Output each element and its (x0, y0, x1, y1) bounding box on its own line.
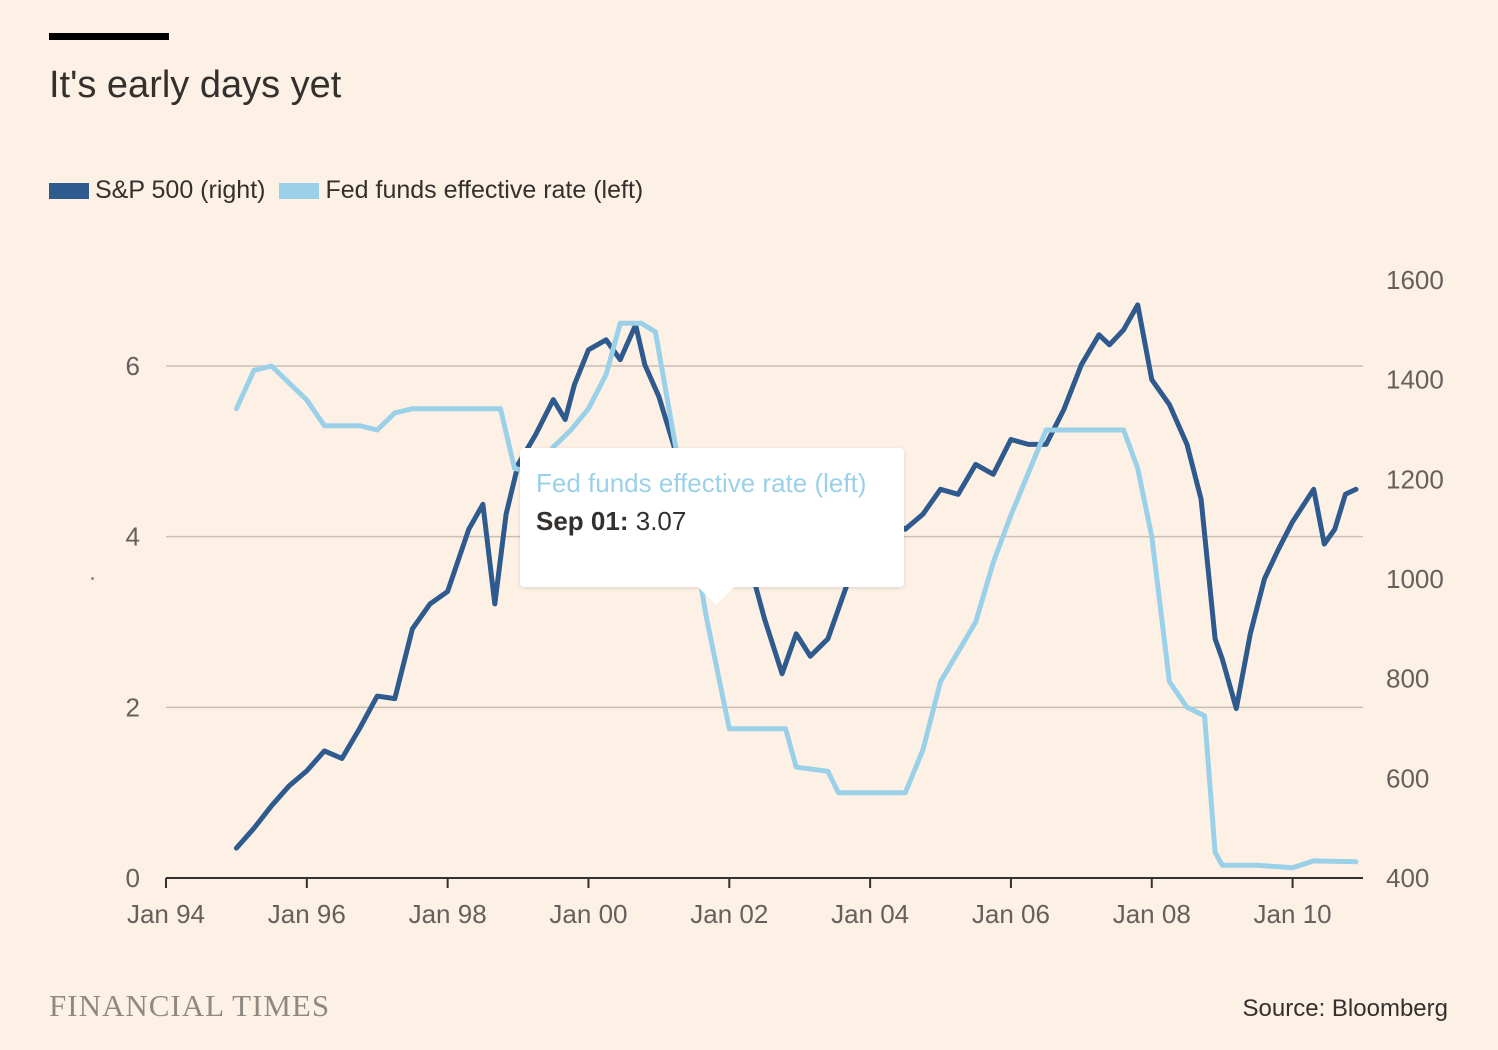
legend-label-fed-funds: Fed funds effective rate (left) (325, 176, 644, 204)
legend: S&P 500 (right) Fed funds effective rate… (49, 176, 657, 205)
y-left-tick-label: 0 (126, 863, 140, 893)
y-right-tick-label: 600 (1386, 763, 1429, 793)
x-tick-label: Jan 94 (127, 899, 205, 929)
x-tick-label: Jan 06 (972, 899, 1050, 929)
y-right-tick-label: 800 (1386, 664, 1429, 694)
series-line-sp500 (233, 302, 1359, 851)
x-tick-label: Jan 00 (549, 899, 627, 929)
tooltip-date: Sep 01: (536, 506, 629, 536)
x-tick-label: Jan 10 (1254, 899, 1332, 929)
y-right-tick-label: 1600 (1386, 265, 1444, 295)
legend-swatch-fed-funds (279, 182, 320, 199)
tooltip-value: 3.07 (635, 506, 687, 536)
decorative-dot (91, 577, 94, 580)
tooltip-row: Sep 01: 3.07 (536, 501, 888, 541)
source-note: Source: Bloomberg (1242, 995, 1448, 1022)
y-left-tick-label: 6 (126, 351, 140, 381)
y-right-tick-label: 1000 (1386, 564, 1444, 594)
tooltip-series-label: Fed funds effective rate (left) (536, 468, 867, 498)
top-rule (49, 33, 169, 40)
legend-label-sp500: S&P 500 (right) (95, 176, 266, 204)
x-tick-label: Jan 08 (1113, 899, 1191, 929)
legend-item-fed-funds[interactable]: Fed funds effective rate (left) (279, 176, 643, 205)
series-line-fed-funds (233, 320, 1359, 871)
y-right-tick-label: 1200 (1386, 464, 1444, 494)
x-tick-label: Jan 02 (690, 899, 768, 929)
y-left-tick-label: 4 (126, 522, 140, 552)
chart-tooltip: Fed funds effective rate (left) Sep 01: … (520, 448, 904, 605)
y-right-tick-label: 1400 (1386, 365, 1444, 395)
chart-title: It's early days yet (49, 64, 342, 106)
x-tick-label: Jan 98 (409, 899, 487, 929)
x-tick-label: Jan 96 (268, 899, 346, 929)
y-right-tick-label: 400 (1386, 863, 1429, 893)
x-tick-label: Jan 04 (831, 899, 909, 929)
brand-logo: FINANCIAL TIMES (49, 988, 331, 1023)
legend-swatch-sp500 (49, 182, 89, 199)
legend-item-sp500[interactable]: S&P 500 (right) (49, 176, 265, 205)
y-left-tick-label: 2 (126, 692, 140, 722)
